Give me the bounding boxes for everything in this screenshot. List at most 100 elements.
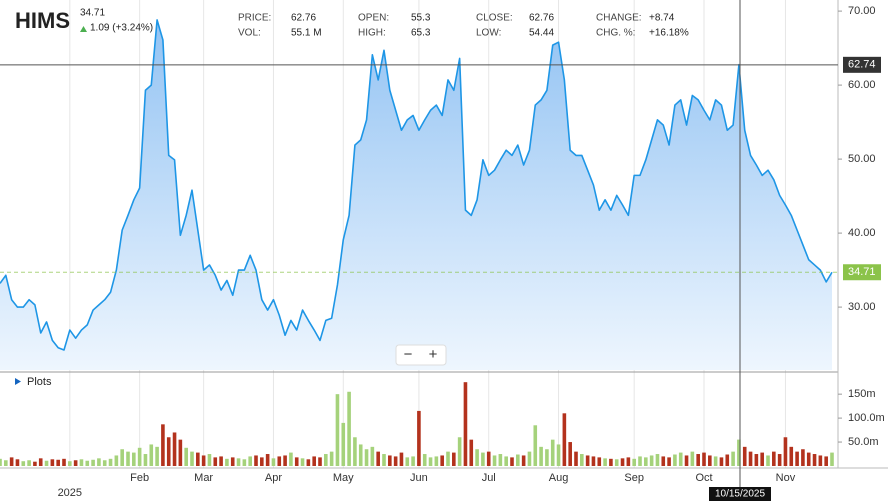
volume-bar [225, 458, 229, 466]
x-tick-label: Jun [410, 472, 428, 484]
volume-bar [545, 449, 549, 466]
quote-value: +16.18% [649, 28, 689, 39]
volume-bar [347, 391, 351, 466]
volume-bar [422, 454, 427, 466]
volume-bar [789, 446, 794, 466]
price-line [0, 19, 833, 351]
volume-bar [306, 459, 311, 466]
crosshair-price-box [843, 56, 881, 73]
volume-bar [242, 459, 247, 466]
x-tick-label: Nov [776, 472, 796, 484]
y-tick-label: 150m [848, 388, 876, 400]
volume-bar [830, 452, 834, 466]
volume-bar [667, 457, 671, 466]
volume-bar [452, 452, 456, 466]
volume-bar [44, 460, 49, 466]
volume-bar [609, 458, 613, 466]
volume-bar [149, 444, 154, 466]
volume-bar [574, 451, 578, 466]
volume-bar [120, 449, 124, 466]
volume-bar [597, 457, 602, 466]
volume-bar [155, 446, 159, 466]
volume-bar [248, 456, 252, 466]
y-tick-label: 100.0m [848, 412, 885, 424]
last-price-label: 34.71 [848, 266, 876, 278]
volume-bar [85, 460, 90, 466]
quote-value: 54.44 [529, 28, 554, 39]
zoom-out[interactable]: − [404, 346, 413, 363]
volume-bar [108, 458, 113, 466]
volume-bar [405, 457, 410, 466]
volume-bar [486, 451, 491, 466]
volume-bar [207, 454, 212, 466]
volume-bar [79, 459, 84, 466]
volume-bar [539, 446, 543, 466]
volume-bar [236, 458, 241, 466]
volume-bar [56, 459, 60, 466]
volume-bar [632, 458, 636, 466]
volume-bar [294, 457, 299, 466]
volume-bar [382, 454, 386, 466]
volume-bar [742, 446, 747, 466]
volume-bar [783, 437, 788, 466]
volume-bar [172, 432, 177, 466]
volume-bar [38, 458, 43, 466]
volume-bar [27, 460, 31, 466]
volume-bar [91, 459, 95, 466]
volume-bar [434, 456, 439, 466]
up-arrow [80, 26, 87, 32]
volume-bar [411, 456, 415, 466]
quote-label: VOL: [238, 28, 261, 39]
volume-bar [4, 460, 8, 466]
volume-bar [614, 459, 619, 466]
plots-title[interactable]: Plots [27, 376, 52, 388]
volume-bar [213, 457, 218, 466]
y-tick-label: 50.00 [848, 153, 876, 165]
volume-bar [719, 457, 724, 466]
volume-bar [178, 439, 183, 466]
plots-toggle-icon[interactable] [15, 378, 21, 385]
quote-value: 62.76 [529, 13, 554, 24]
x-tick-label: Sep [624, 472, 644, 484]
volume-bar [335, 394, 340, 466]
area-fill [0, 19, 832, 370]
volume-bar [446, 451, 450, 466]
volume-bar [388, 455, 392, 466]
volume-bar [277, 456, 282, 466]
y-tick-label: 30.00 [848, 301, 876, 313]
volume-bar [68, 461, 72, 466]
quote-label: CLOSE: [476, 13, 513, 24]
volume-bar [492, 455, 497, 466]
volume-bar [708, 455, 712, 466]
crosshair-price-label: 62.74 [848, 59, 876, 71]
volume-bar [527, 451, 532, 466]
volume-bar [219, 456, 223, 466]
quote-value: 65.3 [411, 28, 431, 39]
volume-bar [475, 449, 479, 466]
volume-bar [649, 455, 654, 466]
volume-bar [428, 457, 433, 466]
volume-bar [690, 451, 695, 466]
volume-bar [731, 451, 735, 466]
crosshair-date-box [709, 487, 771, 501]
price-panel [0, 19, 833, 370]
volume-bar [754, 454, 759, 466]
volume-bar [772, 451, 776, 466]
volume-bar [504, 456, 508, 466]
x-tick-label: Aug [549, 472, 569, 484]
volume-bar [818, 455, 823, 466]
quote-label: LOW: [476, 28, 501, 39]
crosshair-date-label: 10/15/2025 [715, 489, 765, 500]
volume-bar [550, 439, 555, 466]
quote-label: PRICE: [238, 13, 271, 24]
zoom-in[interactable]: + [429, 346, 438, 363]
volume-bar [673, 454, 677, 466]
quote-label: CHG. %: [596, 28, 635, 39]
volume-bar [760, 452, 764, 466]
axes: 2025 Feb Mar Apr May Jun Jul Aug Sep Oct Nov 30.00 4… [58, 5, 885, 499]
volume-bar [393, 456, 398, 466]
volume-bar [283, 455, 287, 466]
volume-bar [50, 459, 55, 466]
